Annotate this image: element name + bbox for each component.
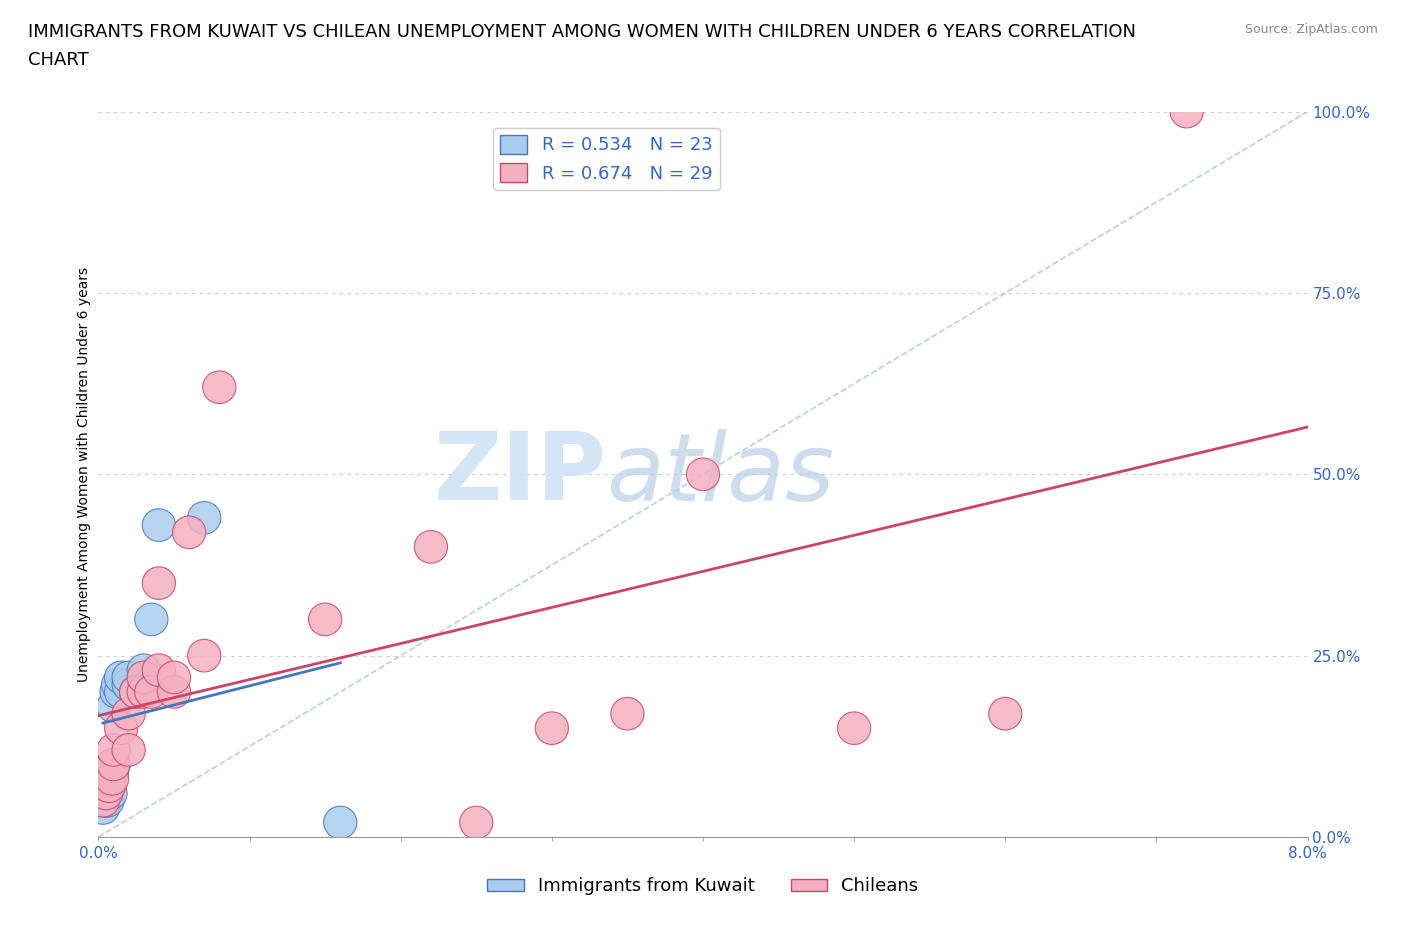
- Ellipse shape: [187, 501, 221, 534]
- Text: atlas: atlas: [606, 429, 835, 520]
- Ellipse shape: [127, 661, 160, 694]
- Ellipse shape: [536, 711, 568, 745]
- Ellipse shape: [610, 698, 644, 730]
- Ellipse shape: [127, 669, 160, 701]
- Ellipse shape: [112, 669, 145, 701]
- Ellipse shape: [86, 791, 120, 824]
- Ellipse shape: [308, 603, 342, 636]
- Text: ZIP: ZIP: [433, 429, 606, 520]
- Ellipse shape: [97, 748, 131, 781]
- Ellipse shape: [90, 777, 122, 810]
- Ellipse shape: [187, 639, 221, 672]
- Ellipse shape: [104, 711, 138, 745]
- Ellipse shape: [120, 675, 153, 709]
- Ellipse shape: [100, 675, 134, 709]
- Ellipse shape: [142, 509, 176, 541]
- Ellipse shape: [90, 770, 122, 803]
- Ellipse shape: [97, 690, 131, 723]
- Ellipse shape: [135, 675, 167, 709]
- Ellipse shape: [323, 806, 357, 839]
- Text: IMMIGRANTS FROM KUWAIT VS CHILEAN UNEMPLOYMENT AMONG WOMEN WITH CHILDREN UNDER 6: IMMIGRANTS FROM KUWAIT VS CHILEAN UNEMPL…: [28, 23, 1136, 41]
- Ellipse shape: [142, 654, 176, 686]
- Ellipse shape: [94, 777, 127, 810]
- Ellipse shape: [157, 661, 191, 694]
- Ellipse shape: [97, 748, 131, 781]
- Ellipse shape: [157, 675, 191, 709]
- Ellipse shape: [135, 603, 167, 636]
- Ellipse shape: [97, 734, 131, 766]
- Ellipse shape: [1170, 95, 1204, 128]
- Ellipse shape: [104, 675, 138, 709]
- Ellipse shape: [112, 661, 145, 694]
- Ellipse shape: [415, 530, 447, 564]
- Ellipse shape: [96, 755, 129, 788]
- Ellipse shape: [127, 675, 160, 709]
- Ellipse shape: [127, 654, 160, 686]
- Ellipse shape: [142, 566, 176, 600]
- Ellipse shape: [101, 669, 135, 701]
- Ellipse shape: [86, 784, 120, 817]
- Ellipse shape: [173, 516, 205, 549]
- Text: CHART: CHART: [28, 51, 89, 69]
- Ellipse shape: [87, 784, 121, 817]
- Ellipse shape: [91, 784, 124, 817]
- Ellipse shape: [93, 770, 125, 803]
- Text: Source: ZipAtlas.com: Source: ZipAtlas.com: [1244, 23, 1378, 36]
- Ellipse shape: [838, 711, 870, 745]
- Y-axis label: Unemployment Among Women with Children Under 6 years: Unemployment Among Women with Children U…: [77, 267, 91, 682]
- Ellipse shape: [120, 675, 153, 709]
- Ellipse shape: [202, 371, 236, 404]
- Ellipse shape: [90, 777, 122, 810]
- Ellipse shape: [460, 806, 494, 839]
- Ellipse shape: [104, 661, 138, 694]
- Legend: Immigrants from Kuwait, Chileans: Immigrants from Kuwait, Chileans: [481, 870, 925, 902]
- Ellipse shape: [988, 698, 1022, 730]
- Ellipse shape: [112, 734, 145, 766]
- Ellipse shape: [93, 763, 125, 795]
- Ellipse shape: [112, 698, 145, 730]
- Ellipse shape: [96, 763, 129, 795]
- Legend: R = 0.534   N = 23, R = 0.674   N = 29: R = 0.534 N = 23, R = 0.674 N = 29: [494, 128, 720, 190]
- Ellipse shape: [686, 458, 720, 491]
